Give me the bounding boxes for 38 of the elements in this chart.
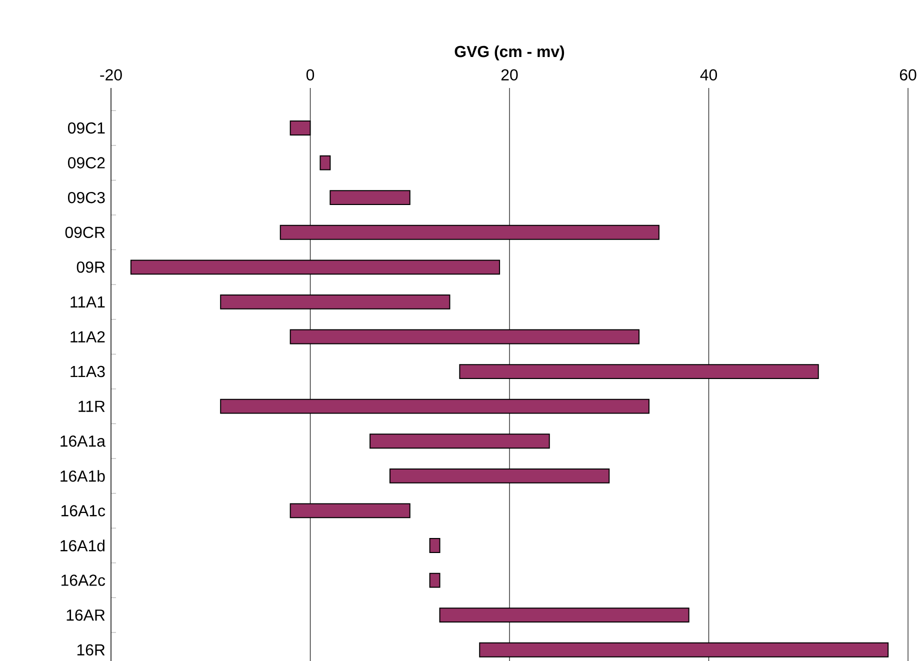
x-tick-label: 60 <box>900 69 916 80</box>
bar <box>429 572 440 588</box>
y-tick-label: 16A1a <box>60 435 106 447</box>
y-tick-label: 11A3 <box>70 366 105 378</box>
y-tick-label: 09R <box>76 261 105 273</box>
y-tick-label: 16A1b <box>60 470 105 482</box>
y-tick-label: 09CR <box>65 226 105 238</box>
bar <box>439 607 690 622</box>
bar <box>320 155 331 170</box>
bar <box>290 329 640 344</box>
y-tick-label: 16AR <box>66 609 105 621</box>
bar <box>220 398 650 414</box>
y-tick-label: 11A1 <box>70 296 105 308</box>
bar <box>220 294 450 310</box>
bar <box>479 642 889 658</box>
x-tick-label: 20 <box>501 69 518 80</box>
bar <box>370 434 550 448</box>
bar <box>429 538 440 553</box>
bar <box>290 503 410 518</box>
y-tick-label: 16A1c <box>62 504 106 516</box>
y-tick-label: 11R <box>78 400 105 412</box>
bar <box>330 190 410 205</box>
bar <box>130 260 500 274</box>
x-tick-label: -20 <box>100 69 122 80</box>
bar <box>459 364 819 379</box>
y-tick-label: 16R <box>77 644 105 656</box>
bar <box>290 120 311 136</box>
bar <box>389 468 610 484</box>
y-tick-label: 11A2 <box>70 331 105 342</box>
y-tick-label: 16A1d <box>60 540 104 552</box>
x-axis-title: GVG (cm - mv) <box>454 45 564 60</box>
x-tick-label: 40 <box>700 69 717 80</box>
bar <box>280 224 660 240</box>
y-tick-label: 09C3 <box>68 192 105 204</box>
x-tick-label: 0 <box>306 69 314 80</box>
y-tick-label: 09C2 <box>68 157 105 168</box>
y-tick-label: 16A2c <box>62 574 106 586</box>
y-tick-label: 09C1 <box>68 122 105 134</box>
